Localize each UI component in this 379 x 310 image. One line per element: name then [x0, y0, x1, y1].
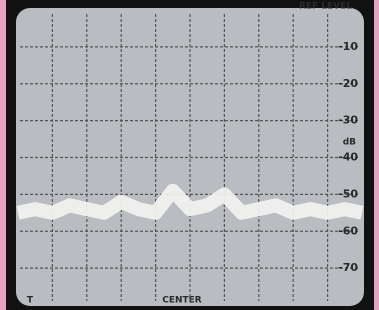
y-tick-label: -60: [338, 224, 358, 237]
unit-label: dB: [343, 138, 356, 148]
y-tick-label: -70: [338, 261, 358, 274]
y-tick-label: -30: [338, 114, 358, 127]
y-tick-label: -50: [338, 187, 358, 200]
center-label: CENTER: [162, 296, 202, 306]
y-tick-label: -20: [338, 77, 358, 90]
y-tick-label: -10: [338, 40, 358, 53]
screen-photo: REF LEVEL dB CENTER T -10 -20 -30 -40 -50 -60…: [0, 0, 379, 310]
ref-level: REF LEVEL: [299, 2, 352, 12]
y-tick-label: -40: [338, 151, 358, 164]
start-label: T: [27, 296, 34, 306]
